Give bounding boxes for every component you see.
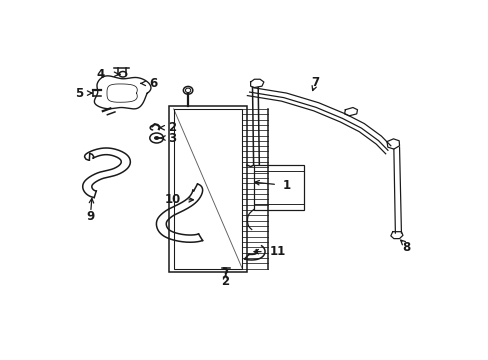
Text: 2: 2 — [221, 275, 229, 288]
Text: 9: 9 — [86, 210, 95, 223]
Text: 5: 5 — [75, 87, 83, 100]
Text: 4: 4 — [96, 68, 104, 81]
Text: 8: 8 — [401, 241, 409, 254]
Text: 11: 11 — [269, 245, 285, 258]
Text: 2: 2 — [168, 121, 176, 134]
Text: 6: 6 — [149, 77, 157, 90]
Text: 3: 3 — [168, 131, 176, 144]
Text: 7: 7 — [311, 76, 319, 89]
Text: 1: 1 — [282, 179, 290, 192]
Circle shape — [154, 136, 159, 140]
Text: 10: 10 — [164, 193, 180, 206]
